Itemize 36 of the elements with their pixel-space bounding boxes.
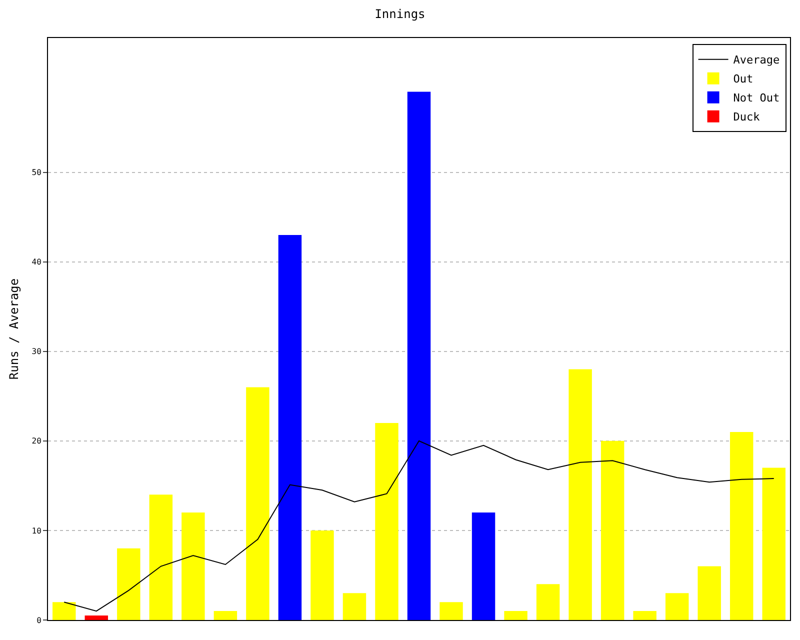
bar [342, 593, 366, 620]
y-axis-title: Runs / Average [7, 278, 22, 380]
bar [84, 616, 108, 620]
bar [375, 423, 398, 620]
line-series [64, 440, 774, 612]
bar [633, 611, 656, 620]
y-tick-label: 30 [32, 347, 42, 356]
legend-label: Average [733, 54, 780, 67]
bar [762, 468, 786, 620]
bar [52, 602, 76, 620]
bar [536, 584, 560, 620]
bar [504, 611, 528, 620]
bar [730, 432, 754, 620]
bar [310, 530, 334, 620]
y-tick-label: 50 [32, 168, 42, 178]
bar [246, 387, 270, 620]
bar [182, 512, 205, 620]
y-tick-label: 20 [32, 436, 42, 446]
bar [117, 548, 140, 620]
bar [407, 92, 431, 620]
bar [149, 494, 173, 620]
bar [698, 566, 721, 620]
legend-label: Not Out [733, 92, 780, 105]
bar [214, 611, 238, 620]
bar [600, 440, 624, 620]
y-tick-label: 0 [36, 616, 42, 625]
bar [472, 512, 496, 620]
legend-label: Duck [733, 110, 760, 124]
y-tick-label: 10 [32, 526, 42, 536]
bar [278, 234, 302, 620]
y-tick-label: 40 [32, 258, 42, 267]
bar [568, 369, 592, 620]
bar [665, 593, 689, 620]
chart-title: Innings [374, 7, 426, 21]
legend-label: Out [733, 72, 754, 86]
bar [440, 602, 463, 620]
